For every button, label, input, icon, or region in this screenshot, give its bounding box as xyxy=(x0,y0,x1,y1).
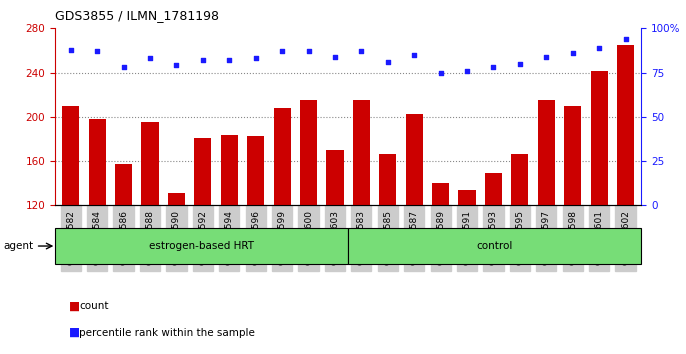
Bar xyxy=(115,164,132,338)
Point xyxy=(462,68,473,74)
Text: control: control xyxy=(477,241,513,251)
Point xyxy=(382,59,393,65)
Text: percentile rank within the sample: percentile rank within the sample xyxy=(79,328,255,338)
Point xyxy=(329,54,340,59)
Point xyxy=(409,52,420,58)
Bar xyxy=(353,100,370,338)
Bar xyxy=(62,106,80,338)
Bar xyxy=(405,114,423,338)
Text: agent: agent xyxy=(3,241,34,251)
Point xyxy=(303,48,314,54)
Text: ■: ■ xyxy=(69,300,80,313)
Bar xyxy=(511,154,528,338)
Point xyxy=(145,56,156,61)
Bar xyxy=(88,119,106,338)
Text: estrogen-based HRT: estrogen-based HRT xyxy=(149,241,254,251)
Bar xyxy=(327,150,344,338)
Bar xyxy=(379,154,397,338)
Bar xyxy=(432,183,449,338)
Point xyxy=(118,64,129,70)
Bar xyxy=(247,136,264,338)
Point xyxy=(224,57,235,63)
Point xyxy=(620,36,631,42)
Text: ■: ■ xyxy=(69,326,80,339)
Bar xyxy=(168,193,185,338)
Bar xyxy=(458,190,475,338)
Point xyxy=(92,48,103,54)
Point xyxy=(250,56,261,61)
Point xyxy=(198,57,209,63)
Bar xyxy=(485,173,502,338)
Point xyxy=(488,64,499,70)
Point xyxy=(593,45,604,51)
Bar xyxy=(564,106,581,338)
Point xyxy=(435,70,446,75)
Text: GDS3855 / ILMN_1781198: GDS3855 / ILMN_1781198 xyxy=(55,9,219,22)
Bar xyxy=(221,135,238,338)
Point xyxy=(171,63,182,68)
Bar xyxy=(141,122,158,338)
Point xyxy=(541,54,552,59)
Text: count: count xyxy=(79,301,108,311)
Bar xyxy=(538,100,555,338)
Bar xyxy=(617,45,634,338)
Bar xyxy=(591,72,608,338)
Point xyxy=(514,61,525,67)
Bar xyxy=(300,100,317,338)
Bar xyxy=(194,138,211,338)
Point xyxy=(276,48,287,54)
Point xyxy=(567,50,578,56)
Point xyxy=(65,47,76,52)
Bar xyxy=(274,108,291,338)
Point xyxy=(356,48,367,54)
